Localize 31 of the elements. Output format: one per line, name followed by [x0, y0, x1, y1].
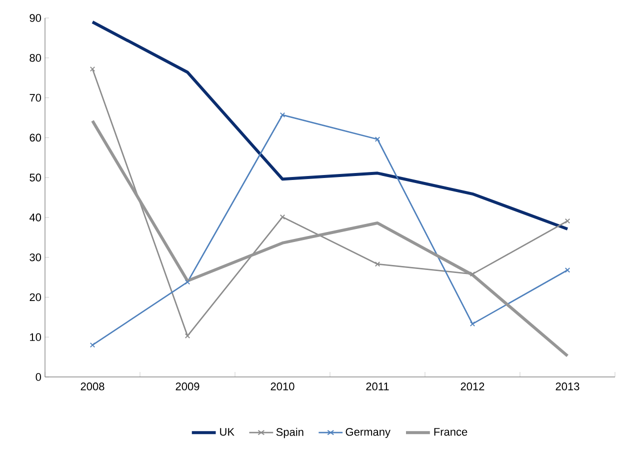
point: [184, 279, 190, 285]
x-tick-label: 2013: [556, 382, 580, 390]
y-tick-label: 60: [30, 134, 42, 142]
x-tick-label: 2012: [460, 382, 484, 390]
legend-label: France: [434, 428, 468, 436]
y-tick-label: 10: [30, 333, 42, 341]
legend-label: UK: [220, 428, 234, 436]
x-tick-label: 2011: [366, 382, 389, 390]
point: [280, 214, 286, 220]
y-tick-label: 40: [29, 214, 42, 222]
y-tick-label: 80: [30, 54, 42, 62]
x-tick-label: 2008: [80, 382, 104, 390]
point: [470, 271, 476, 277]
line-series: [91, 20, 569, 230]
legend-label: Spain: [276, 428, 304, 438]
x-tick-label: 2009: [176, 382, 200, 390]
point: [184, 333, 190, 339]
legend-label: Germany: [346, 428, 390, 438]
x-tick-label: 2010: [270, 382, 294, 390]
point: [564, 218, 570, 224]
point: [90, 342, 96, 348]
y-tick-label: 30: [30, 253, 42, 262]
point: [470, 321, 476, 327]
y-tick-label: 70: [30, 94, 42, 102]
y-tick-label: 0: [36, 373, 42, 381]
point: [374, 136, 380, 142]
y-tick-label: 90: [30, 14, 42, 22]
point: [280, 112, 286, 118]
y-tick-label: 50: [30, 174, 42, 182]
point: [374, 261, 380, 267]
y-tick-label: 20: [30, 293, 42, 302]
